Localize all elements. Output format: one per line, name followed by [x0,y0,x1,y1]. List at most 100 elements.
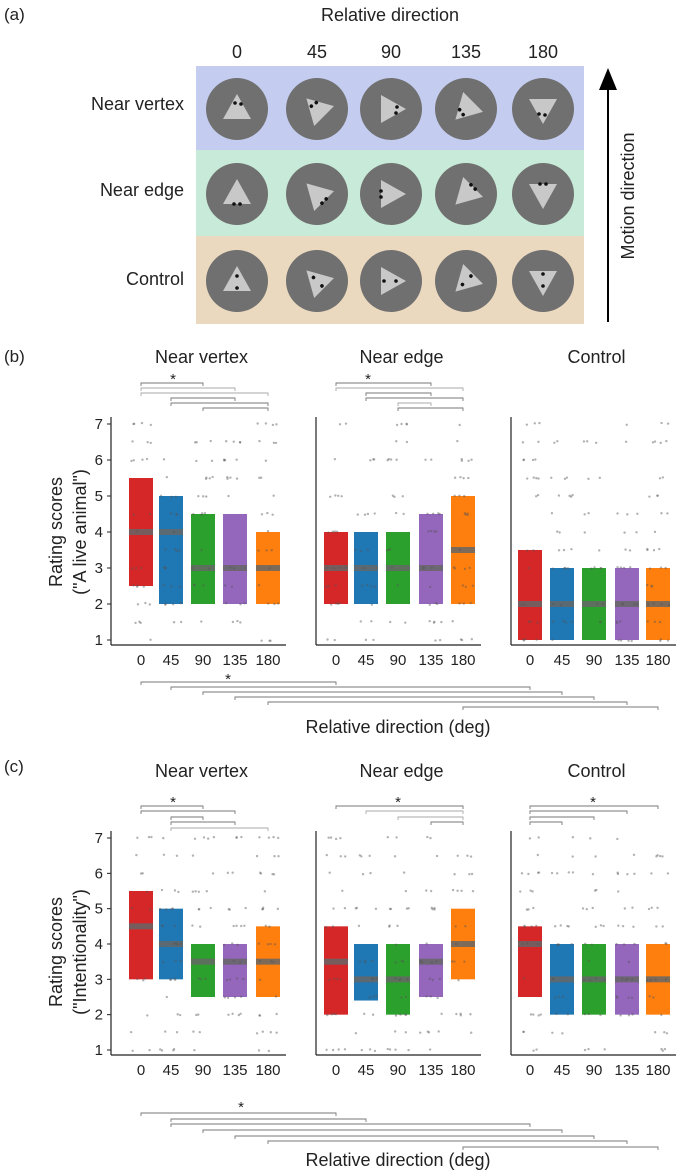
data-point [655,925,658,928]
data-point [571,871,575,874]
stimulus-triangle [529,184,557,209]
data-point [175,513,179,516]
data-point [615,942,618,946]
data-point [591,906,594,910]
panel-b-ylabel-line2: ("A live animal") [70,469,90,595]
data-point [564,621,568,624]
data-point [616,837,619,841]
data-point [334,1013,338,1016]
stimulus-triangle [223,94,251,119]
x-tick-label-180: 180 [450,1062,475,1079]
x-tick-label-45: 45 [358,1062,375,1079]
data-point [583,1012,587,1016]
data-point [258,836,261,839]
data-point [144,977,147,980]
data-point [665,439,668,443]
data-point [371,959,374,963]
significance-bracket [234,696,595,700]
box-0 [518,550,542,640]
data-point [165,908,168,911]
data-point [458,423,461,427]
data-point [129,1030,133,1034]
data-point [138,620,141,623]
stimulus-r0-c3 [435,78,497,140]
data-point [594,855,597,858]
data-point [603,978,606,982]
median-0 [129,529,153,535]
y-tick-label: 3 [95,971,103,988]
data-point [650,872,653,875]
data-point [195,459,198,463]
data-point [164,602,167,606]
data-point [172,1049,175,1052]
data-point [205,890,208,893]
data-point [139,566,143,570]
stimulus-dot [320,284,324,288]
data-point [658,854,662,858]
data-point [663,1047,667,1051]
data-point [195,440,198,444]
data-point [173,924,176,928]
data-point [387,457,391,461]
significance-bracket [397,402,432,406]
data-point [529,889,532,892]
data-point [535,1048,538,1051]
data-point [368,996,371,999]
data-point [393,1030,397,1033]
data-point [531,890,534,893]
data-point [325,1048,328,1051]
data-point [404,995,408,999]
stimulus-dot [382,279,386,283]
data-point [372,458,375,461]
data-point [363,959,366,962]
data-point [652,602,656,605]
x-tick-label-90: 90 [390,1062,407,1079]
data-point [205,476,208,479]
data-point [661,1049,664,1053]
y-tick-label: 3 [95,560,103,577]
data-point [653,530,657,534]
significance-bracket [170,816,204,820]
data-point [227,1013,230,1016]
data-point [394,943,398,947]
data-point [161,960,165,964]
data-point [661,925,664,928]
data-point [343,1048,347,1051]
median-0 [129,923,153,930]
col-label-45: 45 [307,42,327,62]
data-point [193,583,196,587]
significance-bracket [170,1118,367,1122]
data-point [664,978,668,981]
data-point [197,977,200,980]
data-point [194,441,197,444]
median-45 [550,601,574,607]
x-tick-label-45: 45 [554,652,571,669]
data-point [537,477,540,480]
data-point [435,530,438,533]
median-180 [451,547,475,553]
data-point [451,620,454,623]
data-point [451,888,455,892]
data-point [333,457,337,461]
data-point [239,603,242,606]
data-point [531,458,535,462]
data-point [591,872,595,876]
data-point [209,439,212,443]
data-point [261,906,265,909]
data-point [660,421,663,425]
data-point [557,995,561,998]
data-point [630,978,634,981]
data-point [551,567,555,570]
stimulus-grid [206,78,574,312]
data-point [344,422,348,425]
stimulus-triangle [529,271,557,296]
data-point [427,1031,431,1034]
data-point [459,1012,462,1015]
x-tick-label-0: 0 [137,652,145,669]
col-label-90: 90 [381,42,401,62]
data-point [435,960,438,963]
significance-bracket [140,805,204,809]
data-point [558,531,561,534]
data-point [179,942,183,946]
stimulus-dot [232,202,236,206]
